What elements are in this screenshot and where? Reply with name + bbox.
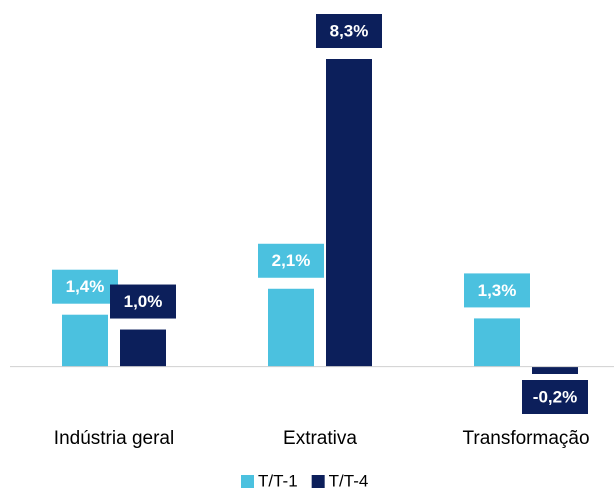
value-label-box [522,380,588,414]
value-label: -0,2% [533,387,577,406]
x-tick-label: Extrativa [283,428,357,449]
value-label-box [316,14,382,48]
value-label-box [110,284,176,319]
value-label-box [52,269,118,304]
x-tick-label: Indústria geral [54,428,174,449]
value-label: 8,3% [330,21,369,40]
bar [120,329,166,367]
x-tick-label: Transformação [462,428,589,449]
legend-swatch [311,475,325,488]
value-label: 1,0% [124,292,163,311]
legend-label: T/T-4 [329,471,369,490]
value-label: 1,3% [478,281,517,300]
legend-label: T/T-1 [258,471,298,490]
value-label-box [464,273,530,308]
value-label-box [258,243,324,278]
bar [474,318,520,367]
legend-swatch [241,475,254,488]
value-label: 2,1% [272,251,311,270]
bar [62,314,108,367]
value-label: 1,4% [66,277,105,296]
bar [268,288,314,367]
bar [532,366,578,374]
bar [326,59,372,367]
